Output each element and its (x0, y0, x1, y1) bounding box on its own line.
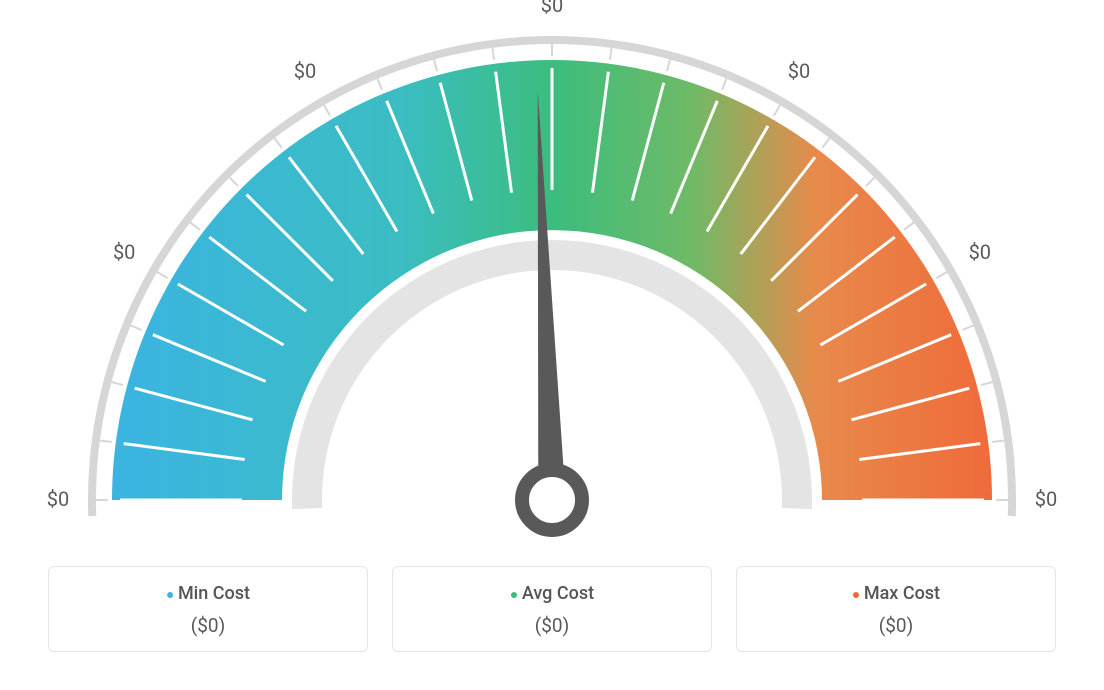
legend-label-min: Min Cost (178, 583, 250, 604)
legend-card-avg: Avg Cost ($0) (392, 566, 712, 652)
gauge-tick-label: $0 (294, 59, 316, 83)
gauge-tick-outer (377, 79, 382, 90)
gauge-tick-outer (822, 138, 829, 148)
gauge-tick-label: $0 (788, 59, 810, 83)
gauge-tick-label: $0 (1035, 487, 1057, 511)
gauge-tick-outer (866, 178, 874, 186)
gauge-container: $0 $0 $0 $0 $0 $0 $0 (0, 0, 1104, 560)
gauge-tick-outer (774, 105, 780, 115)
gauge-tick-outer (131, 325, 142, 330)
gauge-tick-label: $0 (969, 240, 991, 264)
legend-row: Min Cost ($0) Avg Cost ($0) Max Cost ($0… (0, 566, 1104, 652)
legend-title-max: Max Cost (749, 583, 1043, 604)
gauge-tick-label: $0 (47, 487, 69, 511)
gauge-tick-outer (492, 48, 494, 60)
gauge-tick-outer (274, 138, 281, 148)
gauge-tick-outer (722, 79, 727, 90)
legend-value-max: ($0) (749, 614, 1043, 637)
gauge-tick-outer (230, 178, 238, 186)
legend-value-avg: ($0) (405, 614, 699, 637)
gauge-needle-hub (522, 470, 582, 530)
gauge-tick-outer (992, 440, 1004, 442)
gauge-tick-outer (610, 48, 612, 60)
gauge-tick-outer (667, 60, 670, 72)
legend-card-min: Min Cost ($0) (48, 566, 368, 652)
legend-card-max: Max Cost ($0) (736, 566, 1056, 652)
gauge-tick-outer (434, 60, 437, 72)
legend-title-avg: Avg Cost (405, 583, 699, 604)
gauge-tick-outer (157, 272, 167, 278)
gauge-tick-outer (962, 325, 973, 330)
gauge-tick-label: $0 (541, 0, 563, 17)
gauge-tick-outer (324, 105, 330, 115)
gauge-tick-outer (904, 222, 914, 229)
gauge-tick-outer (112, 382, 124, 385)
gauge-tick-outer (981, 382, 993, 385)
gauge-svg: $0 $0 $0 $0 $0 $0 $0 (0, 0, 1104, 560)
gauge-tick-label: $0 (113, 240, 135, 264)
legend-value-min: ($0) (61, 614, 355, 637)
gauge-tick-outer (100, 440, 112, 442)
legend-label-avg: Avg Cost (522, 583, 594, 604)
legend-title-min: Min Cost (61, 583, 355, 604)
legend-label-max: Max Cost (864, 583, 940, 604)
gauge-tick-outer (190, 222, 200, 229)
gauge-tick-outer (937, 272, 947, 278)
